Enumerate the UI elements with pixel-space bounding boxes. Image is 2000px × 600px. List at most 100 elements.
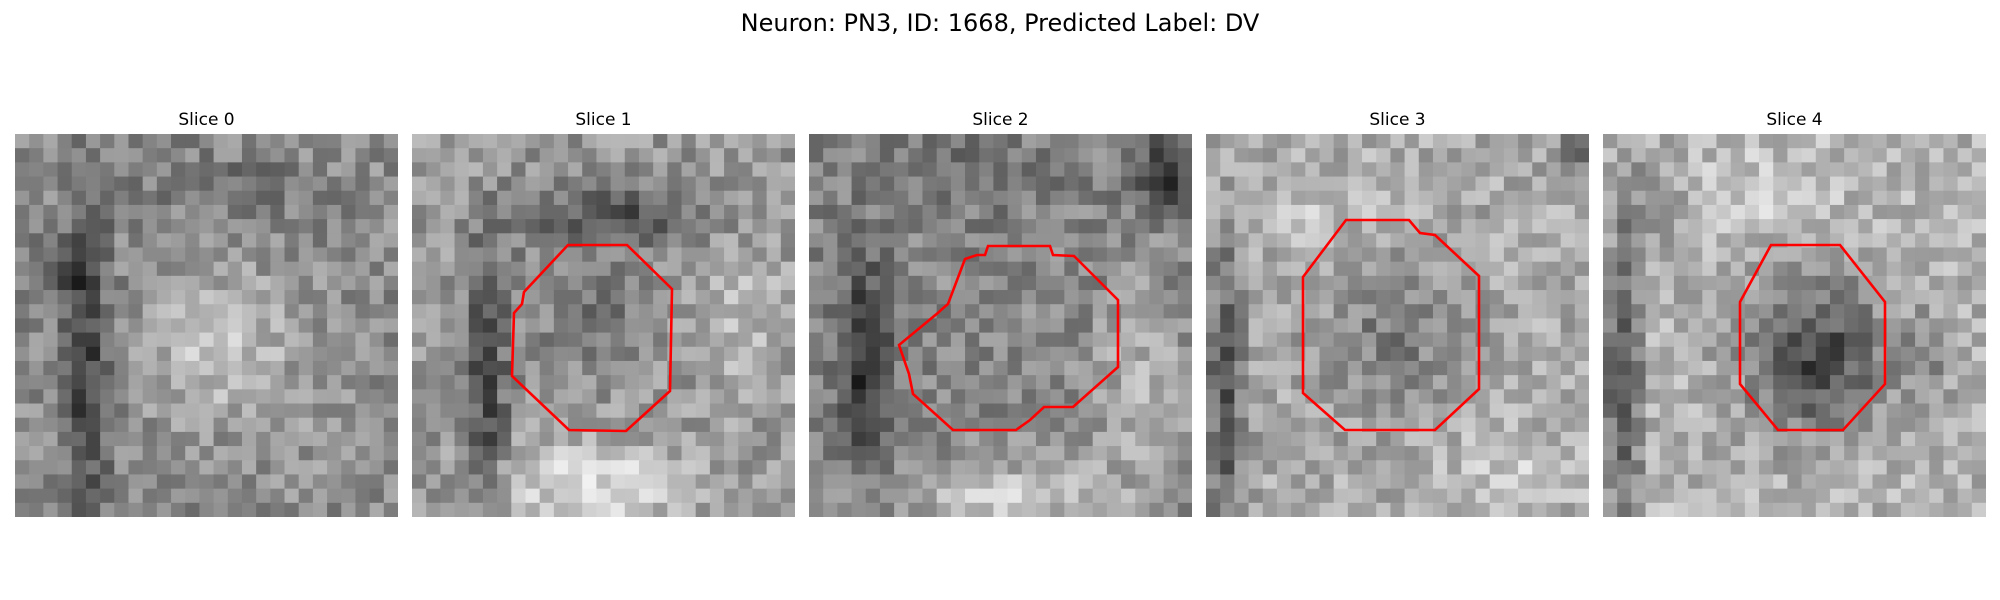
pixel [383, 446, 398, 461]
pixel [383, 318, 398, 334]
pixel [1276, 190, 1292, 206]
pixel [1475, 247, 1491, 263]
pixel [1262, 233, 1278, 249]
pixel [1106, 148, 1122, 163]
pixel [256, 247, 271, 263]
pixel [1362, 275, 1377, 291]
pixel [582, 134, 598, 149]
pixel [369, 460, 385, 476]
pixel [1177, 403, 1192, 419]
pixel [1362, 446, 1377, 461]
pixel [468, 488, 484, 504]
pixel [1631, 204, 1647, 220]
pixel [936, 403, 952, 419]
pixel [851, 431, 867, 447]
pixel [922, 275, 938, 291]
pixel [1319, 332, 1335, 348]
pixel [738, 403, 754, 419]
pixel [1673, 360, 1689, 376]
pixel [1220, 431, 1235, 447]
pixel [1163, 332, 1179, 348]
pixel [596, 148, 612, 163]
pixel [553, 502, 569, 517]
pixel [1418, 204, 1434, 220]
pixel [1645, 204, 1661, 220]
pixel [1319, 360, 1335, 376]
pixel [1759, 403, 1774, 419]
pixel [270, 403, 286, 419]
pixel [1234, 474, 1250, 490]
pixel [1560, 389, 1576, 405]
pixel [1858, 176, 1874, 192]
pixel [1560, 431, 1576, 447]
pixel [1915, 204, 1930, 220]
pixel [1929, 247, 1945, 263]
pixel [199, 275, 215, 291]
pixel [114, 190, 130, 206]
pixel [936, 247, 952, 263]
pixel [1347, 190, 1363, 206]
pixel [752, 148, 768, 163]
pixel [894, 275, 909, 291]
pixel [1078, 460, 1094, 476]
pixel [1546, 346, 1562, 362]
pixel [270, 247, 286, 263]
pixel [1900, 417, 1916, 433]
pixel [780, 275, 795, 291]
pixel [1886, 162, 1902, 178]
pixel [1347, 304, 1363, 320]
pixel [171, 162, 186, 178]
pixel [327, 290, 342, 305]
pixel [1390, 134, 1406, 149]
pixel [1631, 233, 1647, 249]
pixel [894, 332, 909, 348]
pixel [851, 375, 867, 390]
pixel [241, 403, 257, 419]
pixel [1376, 474, 1392, 490]
pixel [1475, 134, 1491, 149]
pixel [1815, 389, 1831, 405]
pixel [312, 204, 328, 220]
pixel [29, 219, 44, 234]
pixel [454, 403, 470, 419]
pixel [624, 261, 640, 277]
pixel [1574, 460, 1589, 476]
pixel [43, 502, 59, 517]
pixel [213, 304, 229, 320]
pixel [1106, 204, 1122, 220]
pixel [1135, 346, 1151, 362]
pixel [738, 261, 754, 277]
pixel [128, 204, 144, 220]
pixel [1135, 360, 1151, 376]
pixel [71, 275, 87, 291]
pixel [1489, 318, 1505, 334]
pixel [29, 375, 44, 390]
pixel [1291, 502, 1306, 517]
pixel [582, 247, 598, 263]
pixel [1744, 474, 1760, 490]
pixel [1135, 403, 1151, 419]
pixel [114, 318, 130, 334]
pixel [270, 148, 286, 163]
pixel [1574, 134, 1589, 149]
pixel [1418, 219, 1434, 234]
pixel [1319, 346, 1335, 362]
pixel [979, 360, 995, 376]
pixel [369, 488, 385, 504]
pixel [327, 346, 342, 362]
pixel [270, 389, 286, 405]
pixel [724, 375, 739, 390]
pixel [568, 261, 583, 277]
pixel [1035, 275, 1051, 291]
pixel [1035, 375, 1051, 390]
pixel [1617, 346, 1632, 362]
pixel [851, 417, 867, 433]
pixel [596, 431, 612, 447]
pixel [1489, 360, 1505, 376]
pixel [1929, 389, 1945, 405]
pixel [15, 332, 30, 348]
pixel [482, 360, 498, 376]
pixel [1560, 417, 1576, 433]
pixel [327, 403, 342, 419]
pixel [653, 304, 668, 320]
